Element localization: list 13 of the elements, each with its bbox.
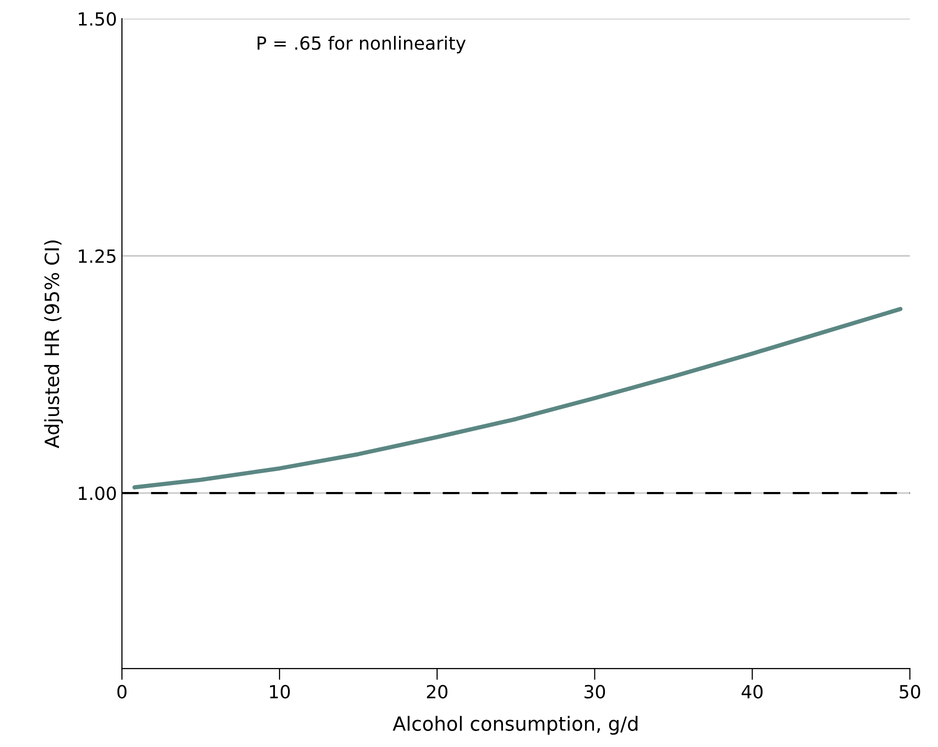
- y-tick-label: 1.00: [78, 486, 116, 500]
- y-tick-label: 1.50: [78, 12, 116, 26]
- y-tick-label: 1.25: [78, 249, 116, 263]
- x-tick-label: 0: [117, 684, 126, 699]
- annotation: P = .65 for nonlinearity: [258, 36, 466, 54]
- x-tick-label: 30: [584, 684, 605, 699]
- x-tick-label: 20: [426, 684, 448, 699]
- x-tick-label: 40: [742, 684, 763, 699]
- line-series: [132, 306, 902, 490]
- x-tick-label: 50: [900, 684, 920, 699]
- x-axis-title: Alcohol consumption, g/d: [392, 716, 638, 735]
- y-axis-title: Adjusted HR (95% CI): [44, 240, 63, 448]
- x-tick-label: 10: [270, 684, 290, 699]
